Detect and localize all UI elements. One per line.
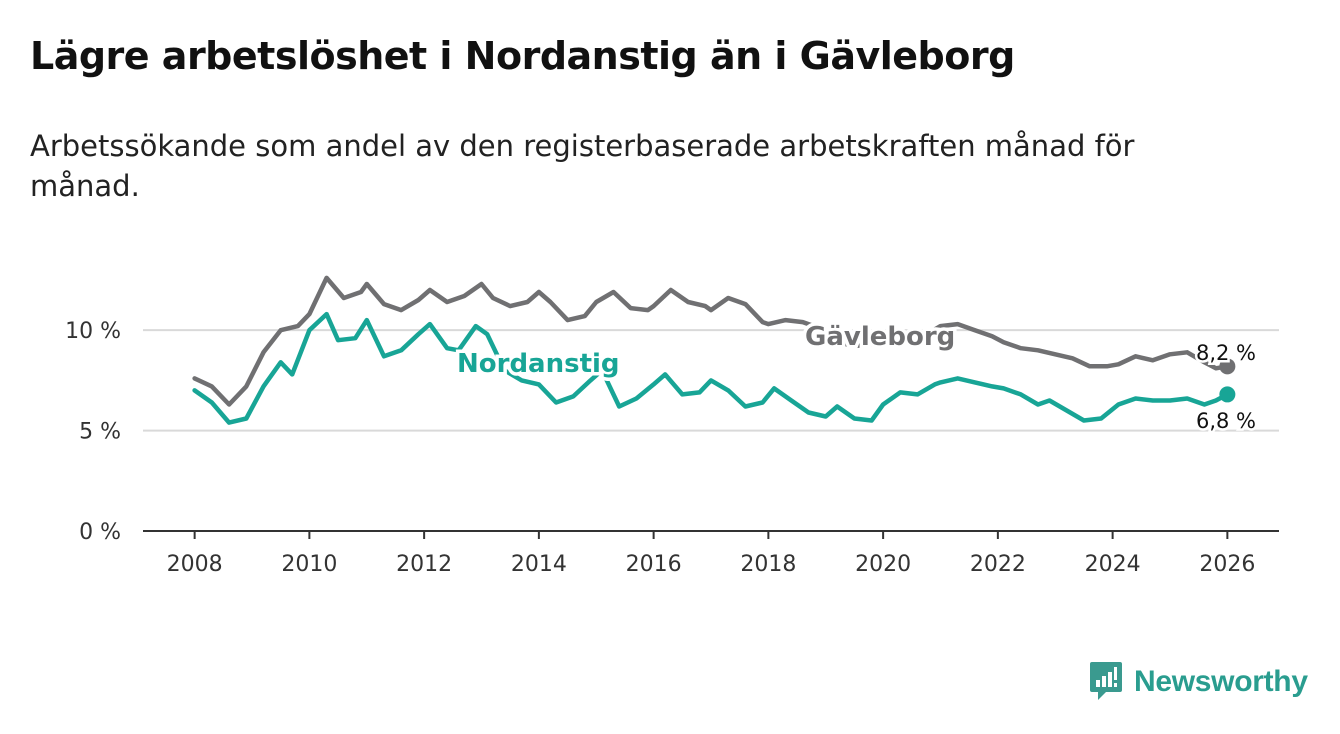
x-tick-label: 2022 bbox=[970, 552, 1026, 577]
x-tick-label: 2016 bbox=[626, 552, 682, 577]
brand-logo: Newsworthy bbox=[1088, 660, 1308, 704]
brand-name: Newsworthy bbox=[1134, 665, 1308, 698]
x-tick-label: 2026 bbox=[1199, 552, 1255, 577]
series-label-nordanstig: Nordanstig bbox=[457, 349, 620, 379]
end-value-label-gavleborg: 8,2 % bbox=[1196, 341, 1256, 365]
series-end-point bbox=[1219, 358, 1236, 375]
x-tick-label: 2012 bbox=[396, 552, 452, 577]
x-tick-label: 2018 bbox=[740, 552, 796, 577]
series-label-gavleborg: Gävleborg bbox=[805, 322, 955, 352]
y-tick-label: 0 % bbox=[79, 520, 121, 545]
x-tick-label: 2010 bbox=[281, 552, 337, 577]
newsworthy-logo-icon bbox=[1090, 662, 1122, 700]
x-tick-label: 2008 bbox=[167, 552, 223, 577]
chart-subtitle: Arbetssökande som andel av den registerb… bbox=[30, 129, 1135, 203]
x-tick-label: 2020 bbox=[855, 552, 911, 577]
y-tick-label: 10 % bbox=[65, 319, 121, 344]
series-line-gavleborg bbox=[192, 275, 1230, 407]
series-line-nordanstig bbox=[192, 311, 1230, 425]
x-tick-label: 2024 bbox=[1085, 552, 1141, 577]
chart-title: Lägre arbetslöshet i Nordanstig än i Gäv… bbox=[30, 34, 1015, 78]
end-value-label-nordanstig: 6,8 % bbox=[1196, 409, 1256, 433]
y-tick-label: 5 % bbox=[79, 420, 121, 445]
series-end-point bbox=[1219, 386, 1236, 403]
x-tick-label: 2014 bbox=[511, 552, 567, 577]
